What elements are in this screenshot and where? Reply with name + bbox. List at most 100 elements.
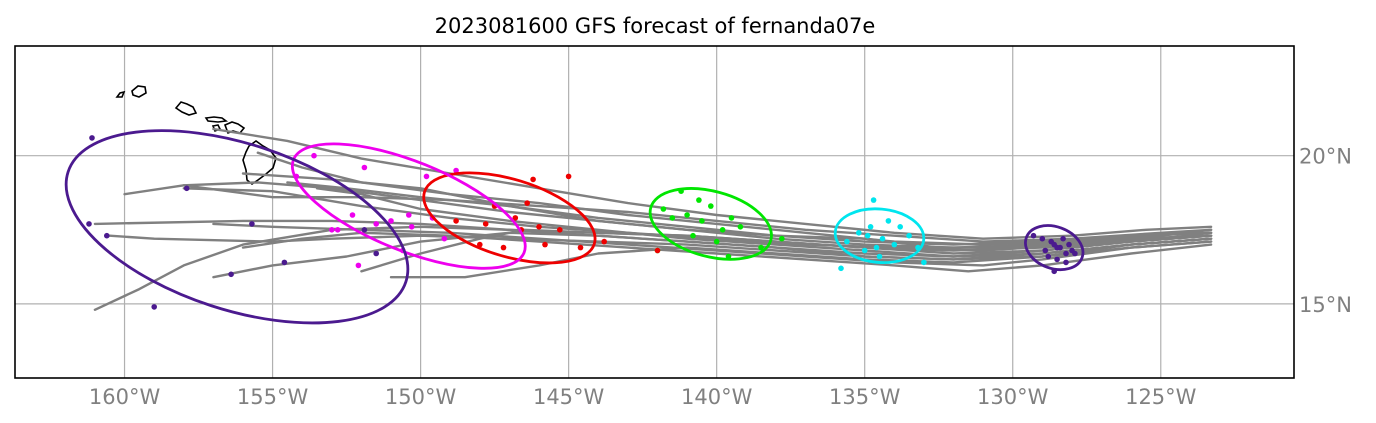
forecast-position-point: [361, 227, 368, 233]
forecast-position-point: [713, 238, 720, 245]
forecast-position-point: [708, 203, 714, 209]
spread-ellipse: [648, 187, 773, 261]
gridlines: [15, 46, 1294, 378]
forecast-position-point: [879, 235, 886, 242]
forecast-position-point: [1042, 247, 1049, 254]
forecast-position-point: [86, 221, 92, 227]
forecast-position-point: [577, 244, 584, 251]
forecast-position-point: [355, 262, 362, 269]
forecast-position-point: [408, 224, 415, 230]
forecast-position-point: [1063, 259, 1069, 266]
forecast-position-point: [334, 227, 341, 233]
forecast-position-point: [441, 235, 448, 242]
forecast-position-point: [1066, 241, 1072, 248]
forecast-position-point: [1039, 235, 1046, 242]
forecast-position-point: [536, 224, 542, 230]
forecast-position-point: [329, 227, 335, 233]
spread-ellipses: [64, 129, 1085, 325]
forecast-position-point: [249, 221, 255, 227]
coastline-niihau: [115, 90, 126, 98]
coastline-big-island: [242, 140, 277, 185]
map-background: [15, 46, 1294, 378]
forecast-position-point: [477, 241, 483, 248]
forecast-position-point: [361, 164, 368, 171]
forecast-position-point: [684, 212, 690, 218]
forecast-position-point: [281, 259, 288, 266]
forecast-position-point: [1063, 250, 1069, 257]
map-title: 2023081600 GFS forecast of fernanda07e: [435, 14, 876, 38]
lat-tick-label: 15°N: [1299, 293, 1352, 317]
ensemble-track-line: [123, 181, 1213, 249]
forecast-position-point: [758, 244, 764, 251]
spread-ellipse: [1024, 224, 1085, 272]
forecast-position-point: [557, 227, 563, 233]
ensemble-track-line: [212, 127, 1213, 240]
tick-labels: 160°W 155°W 150°W 145°W 140°W 135°W 130°W 125°W…: [89, 145, 1352, 409]
forecast-position-point: [870, 197, 877, 203]
coastline-oahu: [174, 101, 198, 116]
forecast-position-point: [737, 224, 744, 230]
map-frame: [14, 45, 1295, 379]
forecast-position-point: [601, 238, 607, 245]
forecast-position-point: [542, 241, 548, 248]
forecast-position-point: [104, 232, 110, 239]
coastline-kauai: [131, 85, 147, 98]
forecast-position-point: [500, 244, 507, 251]
coastline-molokai: [204, 116, 229, 123]
lon-tick-label: 125°W: [1125, 385, 1197, 409]
forecast-position-point: [524, 200, 530, 206]
lon-tick-label: 140°W: [681, 385, 753, 409]
forecast-position-point: [696, 197, 702, 203]
forecast-position-point: [728, 215, 735, 221]
forecast-position-point: [867, 224, 874, 230]
forecast-position-point: [897, 224, 903, 230]
spread-ellipse: [64, 129, 410, 325]
forecast-position-point: [565, 173, 572, 180]
forecast-position-point: [453, 167, 459, 174]
ensemble-track-line: [315, 187, 1213, 258]
lon-tick-label: 145°W: [533, 385, 605, 409]
hawaii-coastline: [115, 85, 277, 185]
forecast-position-point: [660, 206, 667, 212]
ensemble-tracks: [93, 127, 1213, 311]
forecast-position-point: [856, 230, 862, 236]
forecast-position-point: [725, 253, 732, 260]
lon-tick-label: 160°W: [89, 385, 161, 409]
forecast-position-point: [719, 227, 726, 233]
forecast-position-point: [311, 152, 317, 159]
forecast-position-point: [1054, 256, 1060, 263]
lat-tick-label: 20°N: [1299, 145, 1352, 169]
forecast-position-point: [406, 212, 412, 218]
forecast-points: [86, 135, 1078, 310]
forecast-position-point: [89, 135, 95, 141]
lon-tick-label: 135°W: [829, 385, 901, 409]
forecast-position-point: [906, 232, 912, 239]
forecast-position-point: [349, 212, 356, 218]
forecast-position-point: [876, 253, 883, 260]
forecast-position-point: [1045, 253, 1052, 260]
forecast-position-point: [512, 215, 519, 221]
forecast-position-point: [873, 244, 880, 251]
forecast-position-point: [1072, 250, 1078, 257]
forecast-position-point: [861, 247, 868, 254]
forecast-position-point: [1060, 235, 1066, 242]
forecast-position-point: [921, 259, 927, 266]
forecast-position-point: [838, 265, 844, 272]
forecast-position-point: [779, 235, 785, 242]
forecast-position-point: [699, 218, 705, 224]
forecast-position-point: [844, 238, 850, 245]
forecast-position-point: [864, 232, 871, 239]
forecast-position-point: [453, 218, 459, 224]
forecast-position-point: [1054, 244, 1060, 251]
forecast-position-point: [388, 218, 394, 224]
forecast-position-point: [228, 271, 234, 278]
lon-tick-label: 150°W: [385, 385, 457, 409]
forecast-position-point: [891, 241, 898, 248]
forecast-position-point: [669, 215, 676, 221]
forecast-position-point: [151, 304, 157, 310]
ensemble-track-line: [286, 181, 1213, 246]
forecast-position-point: [482, 221, 489, 227]
lon-tick-label: 130°W: [977, 385, 1049, 409]
forecast-position-point: [885, 218, 892, 224]
forecast-position-point: [423, 173, 430, 180]
